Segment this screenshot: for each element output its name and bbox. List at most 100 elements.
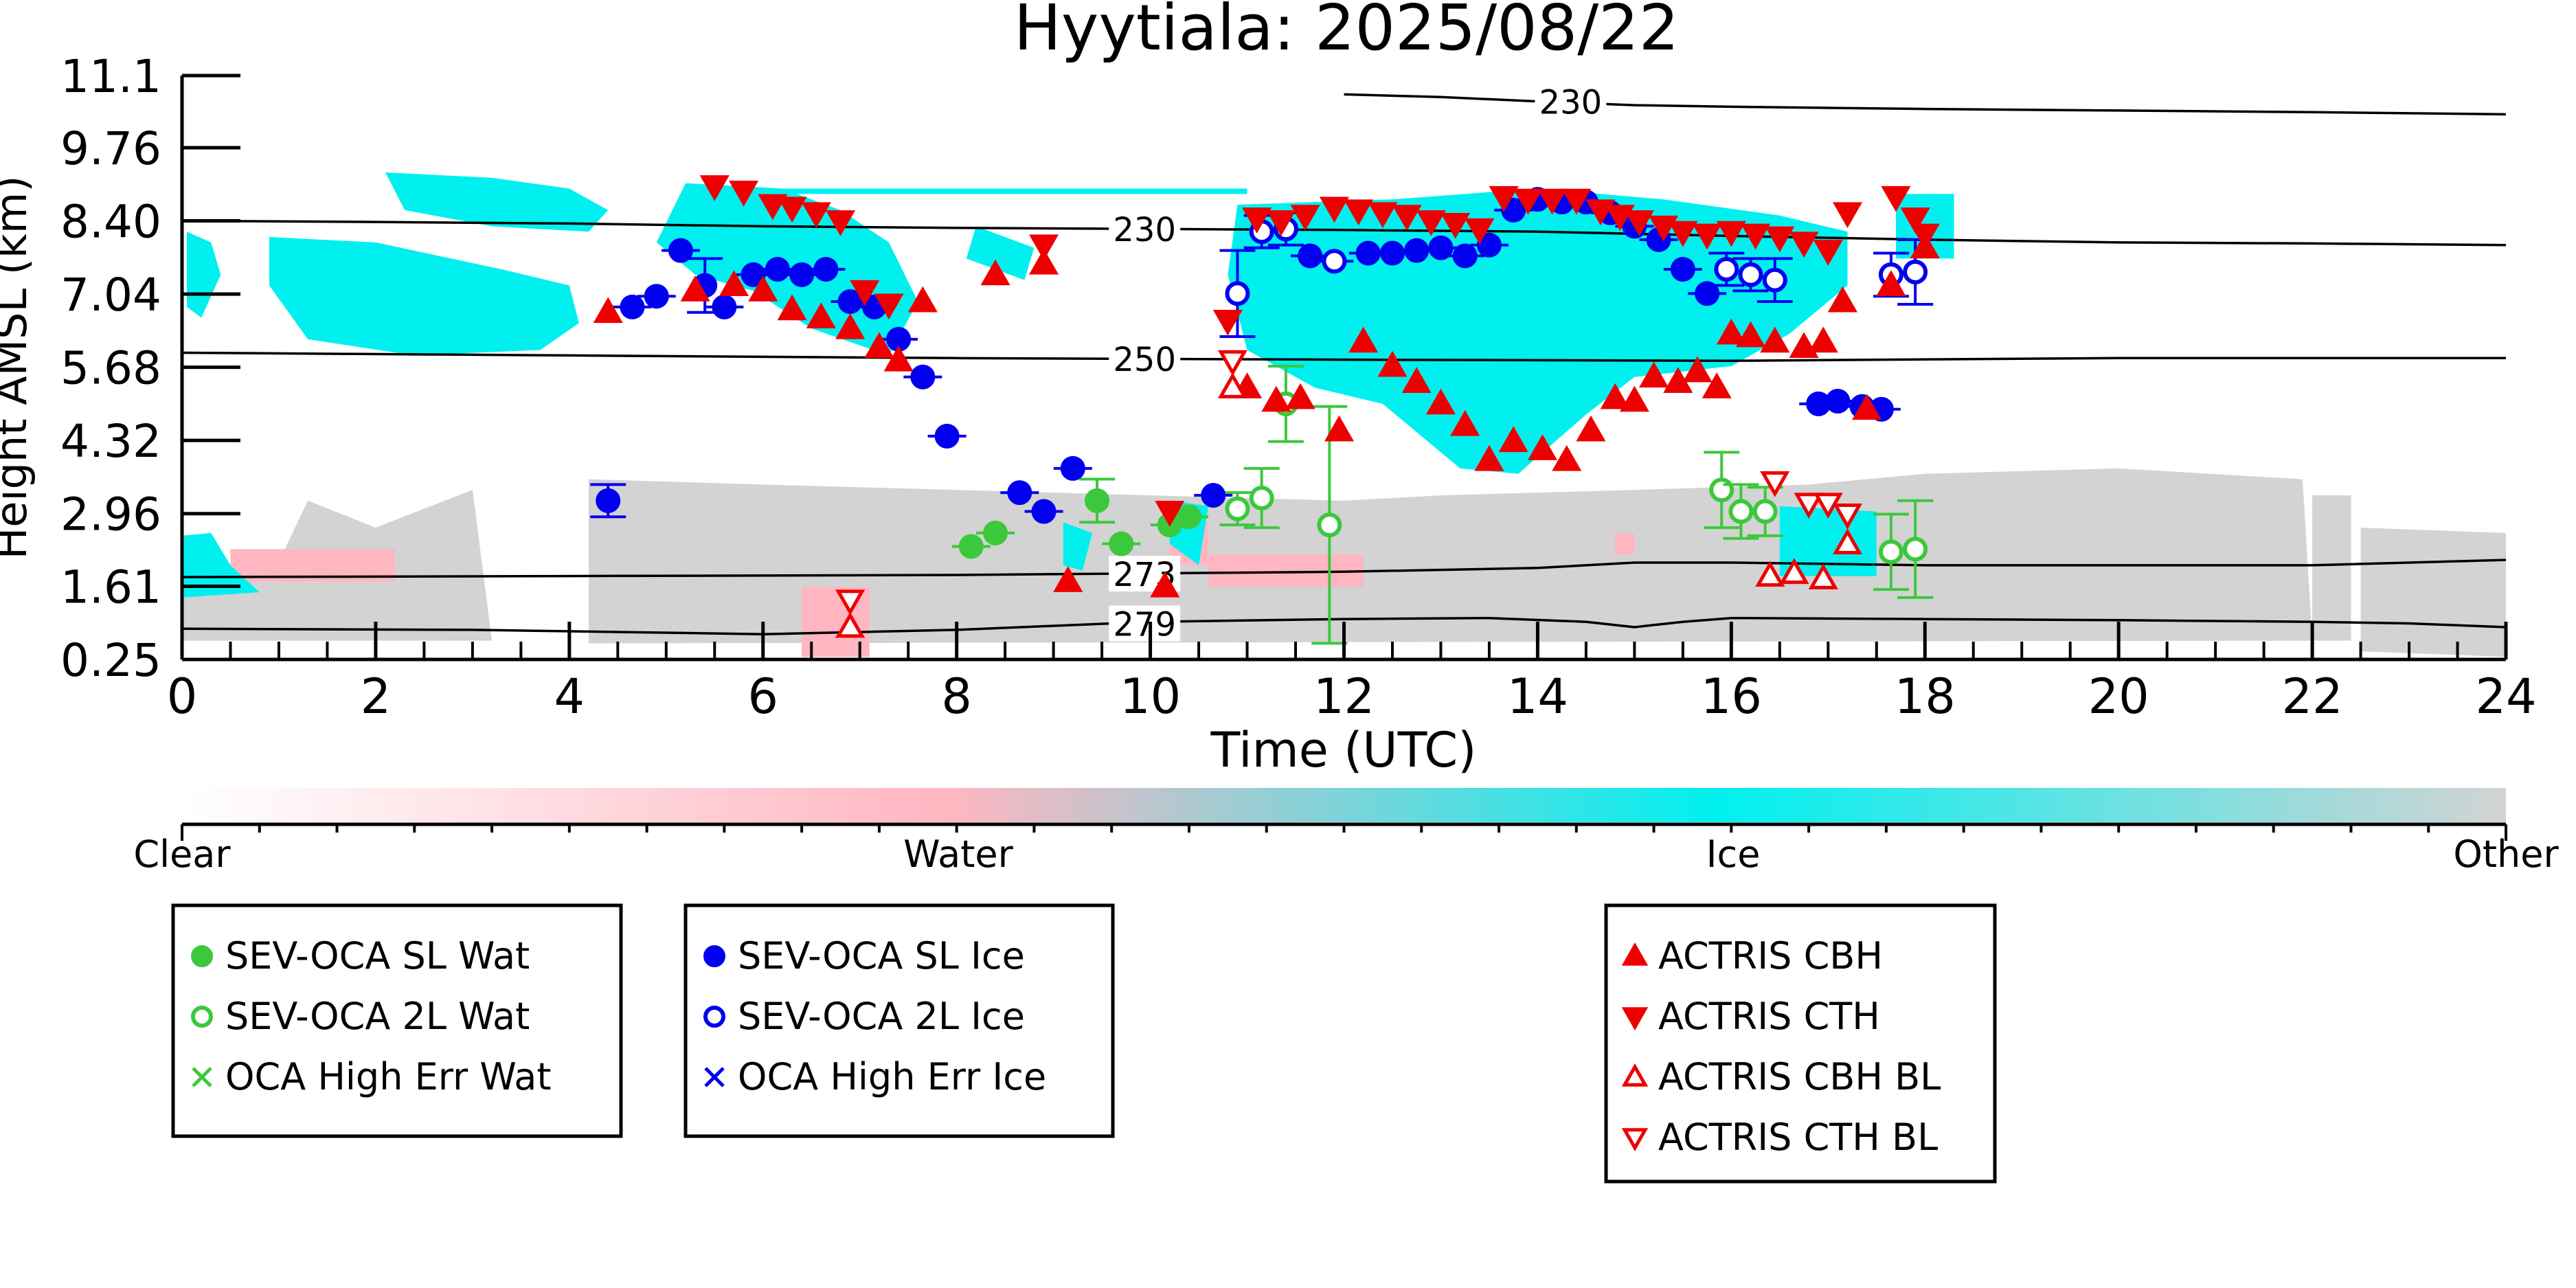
data-point: [1452, 243, 1478, 269]
legend-box-2: SEV-OCA SL Ice SEV-OCA 2L Ice OCA High Err…: [683, 903, 1115, 1138]
data-point: [1498, 426, 1528, 453]
series-actris-cbh: [593, 232, 1940, 598]
data-point: [1808, 563, 1838, 589]
isotherm-label-bg: [1109, 210, 1181, 247]
data-point: [1621, 1128, 1649, 1151]
data-point: [1716, 221, 1746, 247]
data-point: [1813, 240, 1843, 266]
data-point: [1225, 496, 1250, 521]
colorbar-gradient: [182, 788, 2506, 822]
data-point: [620, 294, 645, 319]
data-point: [699, 175, 730, 201]
data-point: [1695, 281, 1720, 306]
data-point: [1561, 188, 1592, 215]
legend-box-1: SEV-OCA SL Wat SEV-OCA 2L Wat OCA High Err…: [171, 903, 623, 1138]
x-tick-label: 14: [1507, 668, 1568, 725]
data-point: [1621, 1007, 1649, 1030]
data-point: [748, 275, 778, 302]
y-axis-label: Height AMSL (km): [0, 176, 36, 560]
legend-label: SEV-OCA 2L Wat: [225, 995, 530, 1038]
data-point: [1760, 326, 1790, 353]
data-point: [1348, 326, 1379, 353]
y-tick-label: 7.04: [60, 269, 161, 321]
series-actris-cbh-bl: [835, 372, 1863, 638]
data-point: [1825, 388, 1851, 414]
legend-frame: [171, 903, 623, 1138]
y-tick-label: 1.61: [60, 561, 161, 613]
legend-item: SEV-OCA 2L Ice: [703, 995, 1025, 1038]
data-point: [1217, 350, 1247, 376]
data-point: [1176, 504, 1201, 530]
isotherm-label-bg: [1109, 341, 1181, 377]
y-tick-label: 8.40: [60, 196, 161, 249]
data-point: [1552, 444, 1582, 471]
legend-label: OCA High Err Ice: [738, 1055, 1046, 1098]
legend-label: ACTRIS CBH BL: [1658, 1055, 1941, 1098]
data-point: [980, 259, 1010, 286]
data-point: [1624, 210, 1654, 236]
legend-frame: [1604, 903, 1997, 1184]
data-point: [1881, 185, 1911, 212]
data-point: [1621, 942, 1649, 966]
legend-box-3: ACTRIS CBH ACTRIS CTH ACTRIS CBH BL ACTRIS …: [1604, 903, 1997, 1184]
x-tick-label: 24: [2475, 668, 2536, 725]
legend-label: OCA High Err Wat: [225, 1055, 552, 1098]
data-point: [1322, 249, 1347, 274]
ice-region: [1063, 522, 1092, 571]
data-point: [680, 275, 710, 302]
data-point: [1639, 361, 1669, 388]
ice-region: [966, 226, 1035, 280]
data-point: [1832, 504, 1863, 530]
data-point: [1716, 318, 1746, 345]
data-point: [1465, 218, 1495, 245]
data-point: [1760, 471, 1790, 497]
data-point: [729, 180, 759, 207]
isotherm-label-bg: [1109, 605, 1181, 642]
data-point: [191, 945, 213, 967]
x-tick-label: 12: [1313, 668, 1375, 725]
data-point: [1225, 281, 1250, 306]
colorbar-label: Water: [903, 833, 1013, 876]
data-point: [1576, 415, 1606, 442]
legend-item: ACTRIS CTH: [1621, 995, 1880, 1038]
data-point: [1249, 485, 1274, 510]
data-point: [1319, 196, 1349, 223]
x-tick-label: 8: [941, 668, 972, 725]
water-region: [230, 549, 396, 582]
data-point: [1752, 499, 1778, 524]
data-point: [837, 289, 863, 315]
data-point: [1903, 536, 1928, 562]
data-point: [825, 210, 856, 236]
x-tick-label: 6: [747, 668, 778, 725]
data-point: [1368, 202, 1398, 229]
legend-item: ACTRIS CBH BL: [1621, 1055, 1941, 1098]
ice-region: [1779, 506, 1877, 576]
data-point: [644, 284, 669, 309]
data-point: [934, 423, 960, 449]
data-point: [596, 488, 621, 513]
data-point: [1827, 286, 1857, 313]
data-point: [1007, 480, 1032, 506]
data-point: [1513, 188, 1543, 215]
ice-region: [269, 237, 579, 356]
data-point: [1425, 388, 1456, 415]
data-point: [850, 280, 880, 306]
data-point: [835, 611, 866, 638]
data-point: [712, 294, 737, 319]
data-point: [1028, 234, 1059, 261]
isotherm-label-bg: [1535, 83, 1607, 120]
y-tick-label: 2.96: [60, 488, 161, 541]
water-region: [1208, 554, 1364, 587]
data-point: [1692, 223, 1722, 250]
data-point: [1028, 248, 1059, 275]
legend-item: OCA High Err Wat: [192, 1055, 552, 1098]
data-point: [1201, 483, 1226, 508]
legend-label: ACTRIS CBH: [1658, 934, 1883, 978]
data-point: [1317, 512, 1342, 538]
data-point: [1217, 372, 1247, 398]
data-point: [703, 1006, 725, 1028]
data-point: [874, 293, 904, 320]
data-point: [593, 297, 623, 324]
data-point: [1702, 372, 1732, 398]
x-tick-label: 0: [167, 668, 198, 725]
